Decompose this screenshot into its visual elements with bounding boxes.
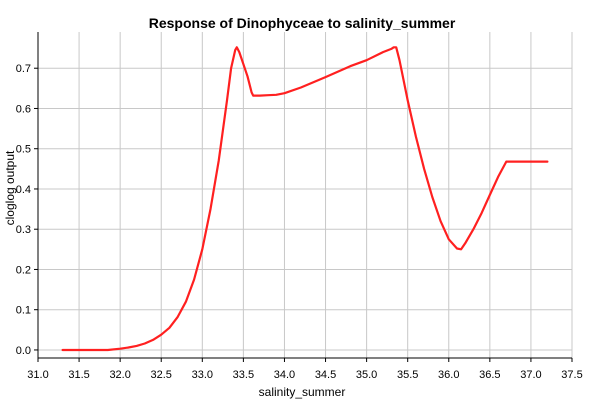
y-tick-label: 0.0 (16, 345, 31, 357)
x-axis-label: salinity_summer (259, 385, 346, 399)
y-tick-label: 0.5 (16, 144, 31, 156)
y-tick-label: 0.2 (16, 264, 31, 276)
y-tick-label: 0.1 (16, 305, 31, 317)
y-axis-label: cloglog output (3, 150, 17, 225)
y-tick-labels: 0.0 0.1 0.2 0.3 0.4 0.5 0.6 0.7 (16, 63, 31, 357)
x-tick-label: 33.0 (192, 369, 213, 381)
x-tick-label: 31.0 (27, 369, 48, 381)
x-tick-label: 36.5 (479, 369, 500, 381)
y-tick-label: 0.3 (16, 224, 31, 236)
x-tick-label: 37.0 (520, 369, 541, 381)
chart-title: Response of Dinophyceae to salinity_summ… (149, 15, 456, 31)
grid-layer (37, 32, 573, 358)
y-tick-label: 0.7 (16, 63, 31, 75)
x-tick-label: 36.0 (438, 369, 459, 381)
x-tick-label: 33.5 (233, 369, 254, 381)
x-tick-label: 32.5 (151, 369, 172, 381)
x-tick-label: 34.0 (274, 369, 295, 381)
x-tick-labels: 31.0 31.5 32.0 32.5 33.0 33.5 34.0 34.5 35.0 35.5… (27, 369, 582, 381)
x-tick-label: 35.0 (356, 369, 377, 381)
y-tick-label: 0.4 (16, 184, 31, 196)
x-tick-label: 37.5 (561, 369, 582, 381)
x-tick-label: 34.5 (315, 369, 336, 381)
x-tick-label: 31.5 (68, 369, 89, 381)
axes-layer (34, 32, 573, 362)
y-tick-label: 0.6 (16, 103, 31, 115)
series-line (61, 46, 549, 352)
x-tick-label: 35.5 (397, 369, 418, 381)
x-tick-label: 32.0 (109, 369, 130, 381)
line-layer (61, 46, 549, 352)
